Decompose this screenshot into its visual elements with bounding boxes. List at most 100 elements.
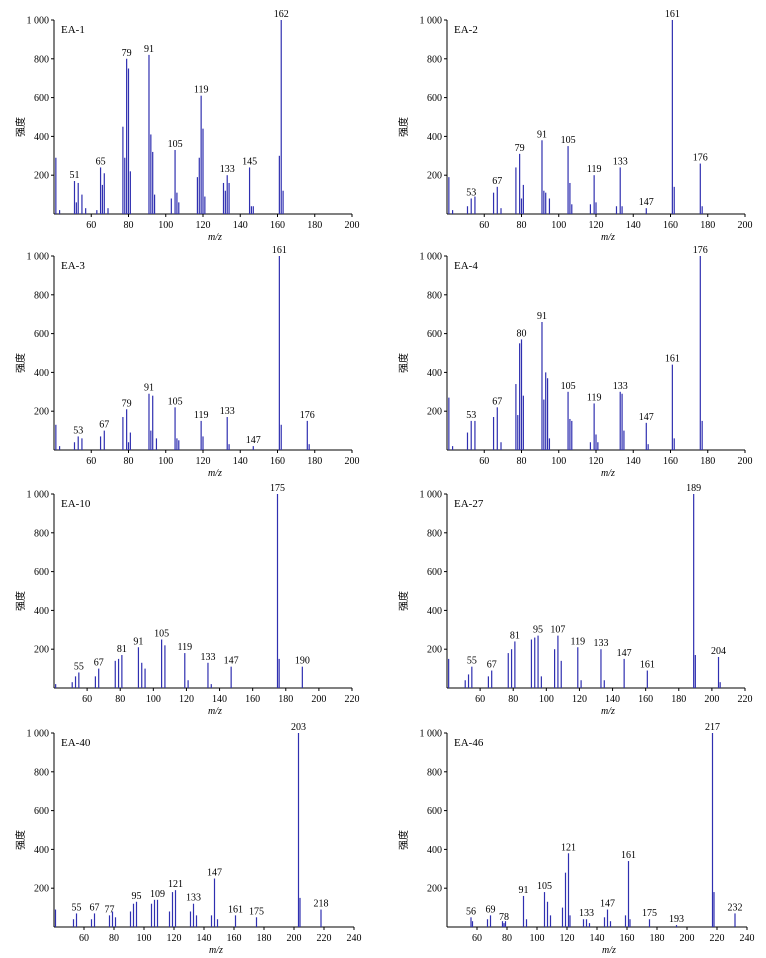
spectrum-panel-ea-2: 200 400 600 800 1 000 60 80 100 120 140 160 180 200 5… <box>383 0 766 243</box>
peak-label: 161 <box>228 904 243 915</box>
peak-label: 175 <box>642 908 657 919</box>
peak-label: 78 <box>499 912 509 923</box>
peak-label: 119 <box>177 642 192 653</box>
peak-label: 105 <box>561 381 576 392</box>
peak-label: 107 <box>550 625 565 636</box>
x-tick-label: 220 <box>317 933 332 944</box>
peak-label: 77 <box>105 904 115 915</box>
y-tick-label: 400 <box>34 606 49 617</box>
peak-label: 51 <box>69 170 79 181</box>
peak-label: 204 <box>711 646 726 657</box>
y-tick-label: 400 <box>34 845 49 856</box>
peak-label: 91 <box>144 44 154 55</box>
x-tick-label: 220 <box>345 694 360 705</box>
x-tick-label: 120 <box>572 694 587 705</box>
peak-label: 133 <box>220 164 235 175</box>
peak-label: 81 <box>117 644 127 655</box>
x-tick-label: 80 <box>109 933 119 944</box>
x-tick-label: 120 <box>560 933 575 944</box>
x-tick-label: 80 <box>517 456 527 467</box>
peak-label: 79 <box>515 143 525 154</box>
x-tick-label: 140 <box>233 456 248 467</box>
x-tick-label: 140 <box>626 456 641 467</box>
peak-label: 91 <box>133 636 143 647</box>
chart-title: EA-27 <box>454 498 484 510</box>
peak-label: 175 <box>249 906 264 917</box>
spectrum-svg: 200 400 600 800 1 000 60 80 100 120 140 160 180 200 2… <box>14 483 360 717</box>
peak-label: 161 <box>621 850 636 861</box>
x-tick-label: 240 <box>740 933 755 944</box>
x-tick-label: 160 <box>227 933 242 944</box>
peak-label: 67 <box>94 658 104 669</box>
peak-label: 105 <box>168 139 183 150</box>
x-tick-label: 200 <box>738 220 753 231</box>
x-tick-label: 220 <box>710 933 725 944</box>
y-tick-label: 200 <box>34 884 49 895</box>
peak-label: 147 <box>207 868 222 879</box>
peak-label: 147 <box>639 197 654 208</box>
y-tick-label: 1 000 <box>27 729 50 740</box>
chart-title: EA-46 <box>454 737 484 749</box>
x-axis-label: m/z <box>601 468 615 479</box>
peak-label: 133 <box>579 908 594 919</box>
peak-label: 217 <box>705 722 720 733</box>
x-tick-label: 180 <box>700 220 715 231</box>
x-tick-label: 140 <box>212 694 227 705</box>
peak-label: 79 <box>122 48 132 59</box>
y-tick-label: 600 <box>34 806 49 817</box>
y-tick-label: 1 000 <box>27 490 50 501</box>
x-tick-label: 180 <box>307 456 322 467</box>
x-tick-label: 220 <box>738 694 753 705</box>
spectrum-svg: 200 400 600 800 1 000 60 80 100 120 140 160 180 200 2… <box>14 722 362 956</box>
x-tick-label: 180 <box>650 933 665 944</box>
spectrum-panel-ea-3: 200 400 600 800 1 000 60 80 100 120 140 160 180 200 5… <box>0 238 383 479</box>
x-tick-label: 160 <box>245 694 260 705</box>
y-tick-label: 600 <box>34 329 49 340</box>
y-tick-label: 200 <box>34 407 49 418</box>
peak-label: 67 <box>99 420 109 431</box>
peak-label: 161 <box>640 660 655 671</box>
peak-label: 67 <box>492 176 502 187</box>
peak-label: 55 <box>72 902 82 913</box>
y-tick-label: 600 <box>34 567 49 578</box>
x-tick-label: 200 <box>287 933 302 944</box>
peak-label: 218 <box>314 899 329 910</box>
x-axis-label: m/z <box>208 232 222 243</box>
x-tick-label: 100 <box>551 456 566 467</box>
spectrum-svg: 200 400 600 800 1 000 60 80 100 120 140 160 180 200 5… <box>14 245 360 479</box>
x-axis-label: m/z <box>601 706 615 717</box>
spectrum-panel-ea-10: 200 400 600 800 1 000 60 80 100 120 140 160 180 200 2… <box>0 476 383 717</box>
x-tick-label: 80 <box>124 220 134 231</box>
y-tick-label: 800 <box>427 528 442 539</box>
x-tick-label: 80 <box>517 220 527 231</box>
peak-label: 176 <box>300 410 315 421</box>
y-tick-label: 600 <box>34 93 49 104</box>
y-tick-label: 600 <box>427 806 442 817</box>
y-axis-label: 强度 <box>14 353 27 373</box>
peak-label: 109 <box>150 889 165 900</box>
peak-label: 119 <box>587 392 602 403</box>
peak-label: 121 <box>168 879 183 890</box>
y-axis-label: 强度 <box>14 830 27 850</box>
x-tick-label: 80 <box>115 694 125 705</box>
y-tick-label: 1 000 <box>420 16 443 27</box>
y-tick-label: 400 <box>427 368 442 379</box>
x-tick-label: 60 <box>86 220 96 231</box>
x-tick-label: 160 <box>638 694 653 705</box>
peak-label: 133 <box>220 406 235 417</box>
peak-label: 176 <box>693 245 708 256</box>
peak-label: 95 <box>132 891 142 902</box>
peak-label: 105 <box>154 629 169 640</box>
y-tick-label: 400 <box>427 845 442 856</box>
peak-label: 190 <box>295 656 310 667</box>
peak-label: 147 <box>600 899 615 910</box>
peak-label: 162 <box>274 9 289 20</box>
spectrum-svg: 200 400 600 800 1 000 60 80 100 120 140 160 180 200 5… <box>14 9 360 243</box>
chart-title: EA-3 <box>61 260 85 272</box>
x-tick-label: 60 <box>479 220 489 231</box>
x-tick-label: 200 <box>738 456 753 467</box>
x-tick-label: 120 <box>167 933 182 944</box>
y-tick-label: 800 <box>427 767 442 778</box>
peak-label: 119 <box>570 636 585 647</box>
